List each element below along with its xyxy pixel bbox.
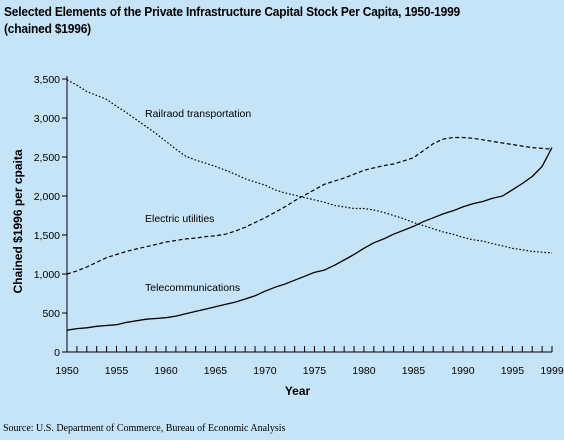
x-tick-label: 1975 — [303, 365, 327, 377]
electric-utilities-series-line — [66, 136, 553, 275]
y-axis-title: Chained $1996 per cpaita — [11, 149, 25, 293]
x-tick-label: 1960 — [154, 365, 178, 377]
y-tick-label: 2,000 — [34, 191, 60, 203]
x-tick-label: 1990 — [451, 365, 475, 377]
x-tick-label: 1999 — [540, 365, 564, 377]
y-tick-label: 2,500 — [34, 152, 60, 164]
chart-title-line-1: Selected Elements of the Private Infrast… — [4, 4, 461, 19]
y-tick-label: 1,000 — [34, 269, 60, 281]
railroad-series-label: Railraod transportation — [145, 108, 251, 120]
source-note: Source: U.S. Department of Commerce, Bur… — [3, 423, 286, 434]
y-tick-label: 3,000 — [34, 113, 60, 125]
telecommunications-series-label: Telecommunications — [145, 282, 240, 294]
x-tick-label: 1970 — [253, 365, 277, 377]
y-tick-label: 1,500 — [34, 230, 60, 242]
x-tick-label: 1965 — [204, 365, 228, 377]
chart-title-line-2: (chained $1996) — [4, 21, 91, 36]
x-tick-label: 1980 — [352, 365, 376, 377]
x-axis-title: Year — [285, 384, 311, 398]
x-tick-label: 1995 — [501, 365, 525, 377]
telecommunications-series-line — [66, 147, 553, 331]
x-tick-label: 1955 — [105, 365, 129, 377]
y-tick-label: 500 — [42, 308, 60, 320]
x-tick-label: 1950 — [55, 365, 79, 377]
x-tick-label: 1985 — [402, 365, 426, 377]
y-tick-label: 0 — [54, 347, 60, 359]
chart-title: Selected Elements of the Private Infrast… — [4, 3, 516, 37]
y-tick-label: 3,500 — [34, 74, 60, 86]
railroad-series-line — [66, 79, 553, 254]
electric-utilities-series-label: Electric utilities — [145, 213, 214, 225]
